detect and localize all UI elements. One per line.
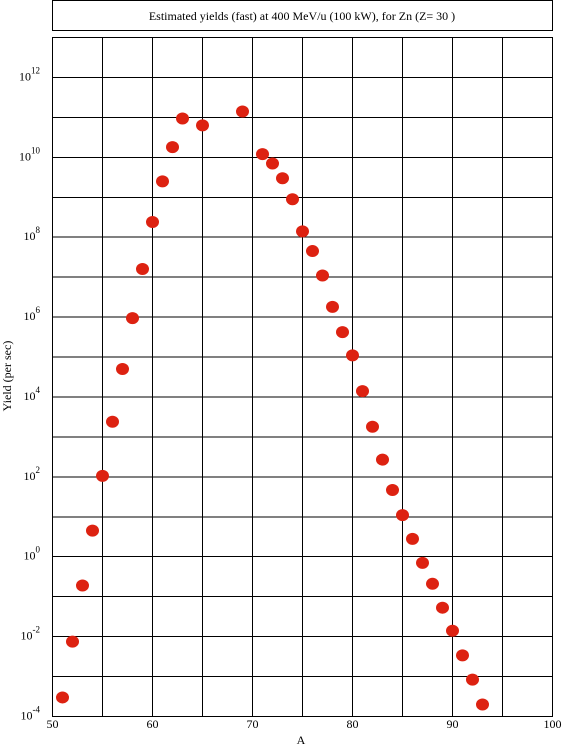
title-box	[52, 0, 553, 31]
point	[296, 225, 309, 238]
y-tick-exponent: 2	[36, 465, 41, 475]
point	[136, 262, 149, 275]
y-tick-label: 108	[24, 225, 41, 243]
plot-frame	[52, 37, 553, 717]
point	[146, 216, 159, 229]
point	[256, 148, 269, 161]
point	[436, 601, 449, 614]
y-tick-base: 10	[19, 69, 31, 83]
y-tick-label: 102	[24, 465, 41, 483]
y-tick-exponent: 6	[36, 305, 41, 315]
y-tick-base: 10	[24, 469, 36, 483]
y-tick-label: 104	[24, 385, 41, 403]
y-tick-exponent: -2	[33, 625, 41, 635]
point	[446, 624, 459, 637]
point	[176, 112, 189, 125]
x-tick-label: 60	[147, 717, 159, 731]
y-tick-exponent: 12	[31, 66, 40, 76]
y-tick-exponent: 8	[36, 225, 41, 235]
point	[376, 453, 389, 466]
point	[106, 415, 119, 428]
y-tick-label: 106	[24, 305, 41, 323]
x-tick-label: 70	[247, 717, 259, 731]
point	[76, 579, 89, 592]
point	[96, 469, 109, 482]
point	[416, 556, 429, 569]
point	[336, 326, 349, 339]
y-tick-base: 10	[19, 149, 31, 163]
x-axis-label: A	[297, 733, 306, 747]
y-tick-base: 10	[24, 389, 36, 403]
point	[266, 157, 279, 170]
point	[386, 483, 399, 496]
chart-title: Estimated yields (fast) at 400 MeV/u (10…	[149, 9, 455, 23]
point	[326, 300, 339, 313]
y-tick-label: 1010	[19, 145, 41, 163]
point	[166, 141, 179, 154]
y-tick-exponent: 10	[31, 145, 41, 155]
y-tick-label: 100	[24, 545, 41, 563]
y-tick-label: 10-2	[21, 625, 41, 643]
point	[306, 245, 319, 258]
x-tick-label: 50	[47, 717, 59, 731]
y-tick-exponent: -4	[33, 705, 41, 715]
point	[316, 269, 329, 282]
y-tick-base: 10	[24, 229, 36, 243]
point	[156, 175, 169, 188]
point	[476, 698, 489, 711]
point	[356, 385, 369, 398]
point	[286, 193, 299, 206]
point	[196, 119, 209, 132]
point	[116, 363, 129, 376]
y-tick-exponent: 4	[36, 385, 41, 395]
point	[396, 509, 409, 522]
point	[466, 673, 479, 686]
point	[126, 312, 139, 325]
y-tick-exponent: 0	[36, 545, 41, 555]
point	[456, 649, 469, 662]
y-tick-base: 10	[24, 548, 36, 562]
y-tick-label: 10-4	[21, 705, 41, 723]
point	[366, 420, 379, 433]
point	[426, 577, 439, 590]
x-tick-label: 100	[544, 717, 562, 731]
y-axis-label: Yield (per sec)	[0, 341, 14, 412]
point	[406, 532, 419, 545]
point	[56, 691, 69, 704]
y-tick-base: 10	[21, 708, 33, 722]
y-tick-base: 10	[24, 309, 36, 323]
point	[66, 635, 79, 648]
y-tick-base: 10	[21, 628, 33, 642]
point	[236, 105, 249, 118]
point	[86, 524, 99, 537]
point	[346, 349, 359, 362]
point	[276, 172, 289, 185]
x-tick-label: 90	[447, 717, 459, 731]
x-tick-label: 80	[347, 717, 359, 731]
y-tick-label: 1012	[19, 66, 40, 84]
